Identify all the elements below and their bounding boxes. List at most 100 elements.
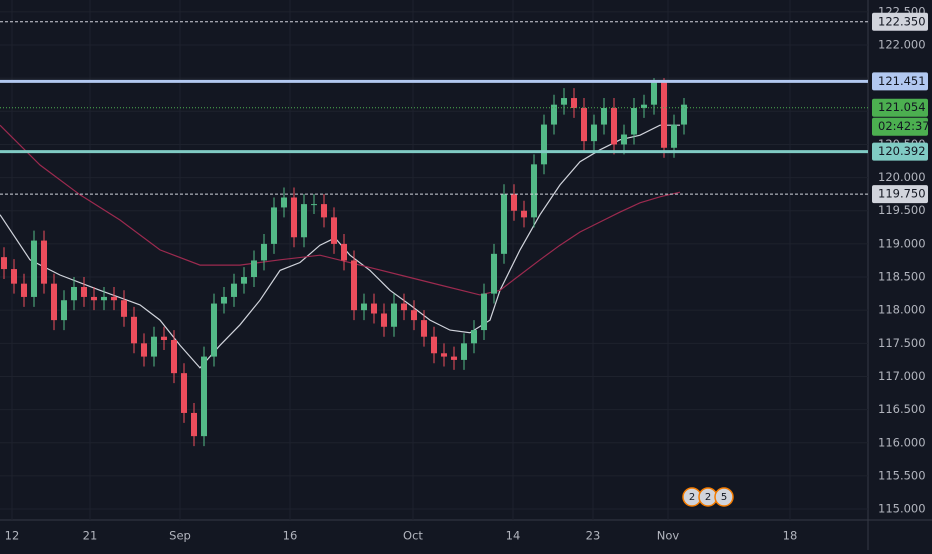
candle-body xyxy=(681,104,687,125)
x-tick-label: 21 xyxy=(83,529,98,543)
candle-body xyxy=(1,257,7,270)
candle-body xyxy=(61,300,67,321)
event-label: 2 xyxy=(705,492,711,503)
candle-body xyxy=(431,336,437,354)
candle-body xyxy=(671,124,677,148)
countdown: 02:42:37 xyxy=(878,119,930,133)
candle-body xyxy=(301,204,307,238)
candle-body xyxy=(511,194,517,211)
candle-body xyxy=(361,303,367,311)
candle-body xyxy=(631,107,637,135)
countdown-box xyxy=(872,117,928,136)
candle-body xyxy=(221,296,227,304)
candle-body xyxy=(321,204,327,218)
candle-body xyxy=(451,356,457,360)
candle-body xyxy=(561,98,567,105)
candle-body xyxy=(501,194,507,254)
candle-body xyxy=(621,134,627,145)
x-tick-label: Sep xyxy=(169,529,191,543)
level-label: 121.451 xyxy=(878,74,926,88)
candle-body xyxy=(81,286,87,297)
candle-body xyxy=(161,336,167,341)
candle-body xyxy=(521,210,527,218)
candle-body xyxy=(121,300,127,317)
candle-body xyxy=(611,107,617,145)
candle-body xyxy=(331,217,337,244)
x-tick-label: 14 xyxy=(506,529,521,543)
candle-body xyxy=(541,124,547,165)
level-label-box xyxy=(872,185,928,204)
candle-body xyxy=(51,283,57,321)
candle-body xyxy=(571,98,577,108)
moving-average xyxy=(0,124,681,296)
candle-body xyxy=(241,277,247,284)
candle-body xyxy=(341,243,347,261)
candle-body xyxy=(281,197,287,208)
x-tick-label: 23 xyxy=(586,529,601,543)
candle-body xyxy=(91,296,97,301)
y-tick-label: 122.000 xyxy=(878,38,926,52)
candle-body xyxy=(641,104,647,108)
candle-body xyxy=(261,243,267,261)
x-tick-label: 18 xyxy=(783,529,798,543)
candle-body xyxy=(401,303,407,311)
candle-body xyxy=(71,286,77,301)
y-tick-label: 119.500 xyxy=(878,203,926,217)
candle-body xyxy=(661,81,667,148)
x-tick-label: 12 xyxy=(5,529,20,543)
candle-body xyxy=(101,296,107,301)
candle-body xyxy=(591,124,597,142)
y-tick-label: 116.000 xyxy=(878,435,926,449)
candle-body xyxy=(311,204,317,206)
candle-body xyxy=(231,283,237,297)
candle-body xyxy=(41,240,47,284)
candle-body xyxy=(651,81,657,105)
y-tick-label: 117.000 xyxy=(878,369,926,383)
candle-body xyxy=(291,197,297,238)
level-label: 121.054 xyxy=(878,100,926,114)
level-label-box xyxy=(872,142,928,161)
y-tick-label: 116.500 xyxy=(878,402,926,416)
x-tick-label: Oct xyxy=(403,529,423,543)
candle-body xyxy=(211,303,217,357)
candle-body xyxy=(31,240,37,297)
event-icon xyxy=(714,487,734,507)
candle-body xyxy=(491,253,497,294)
level-label-box xyxy=(872,72,928,91)
level-label: 122.350 xyxy=(878,14,926,28)
level-label: 120.392 xyxy=(878,144,926,158)
candle-body xyxy=(201,356,207,437)
event-label: 5 xyxy=(721,492,727,503)
candle-body xyxy=(471,330,477,344)
candle-body xyxy=(381,313,387,327)
candle-body xyxy=(151,336,157,357)
candle-body xyxy=(441,353,447,357)
candle-body xyxy=(531,164,537,218)
candle-body xyxy=(111,296,117,301)
level-label: 119.750 xyxy=(878,187,926,201)
candle-body xyxy=(191,412,197,437)
event-label: 2 xyxy=(689,492,695,503)
candle-body xyxy=(371,303,377,314)
moving-average xyxy=(0,124,680,369)
level-label-box xyxy=(872,12,928,31)
y-tick-label: 120.000 xyxy=(878,170,926,184)
candle-body xyxy=(11,269,17,284)
candle-body xyxy=(251,260,257,278)
y-tick-label: 117.500 xyxy=(878,336,926,350)
x-tick-label: 16 xyxy=(283,529,298,543)
y-tick-label: 115.500 xyxy=(878,468,926,482)
candle-body xyxy=(141,343,147,357)
candle-body xyxy=(461,343,467,360)
candle-body xyxy=(411,310,417,321)
y-tick-label: 115.000 xyxy=(878,502,926,516)
candle-body xyxy=(181,373,187,413)
candle-body xyxy=(551,104,557,125)
candle-body xyxy=(21,283,27,297)
candle-body xyxy=(421,320,427,337)
y-tick-label: 118.500 xyxy=(878,270,926,284)
y-tick-label: 119.000 xyxy=(878,236,926,250)
